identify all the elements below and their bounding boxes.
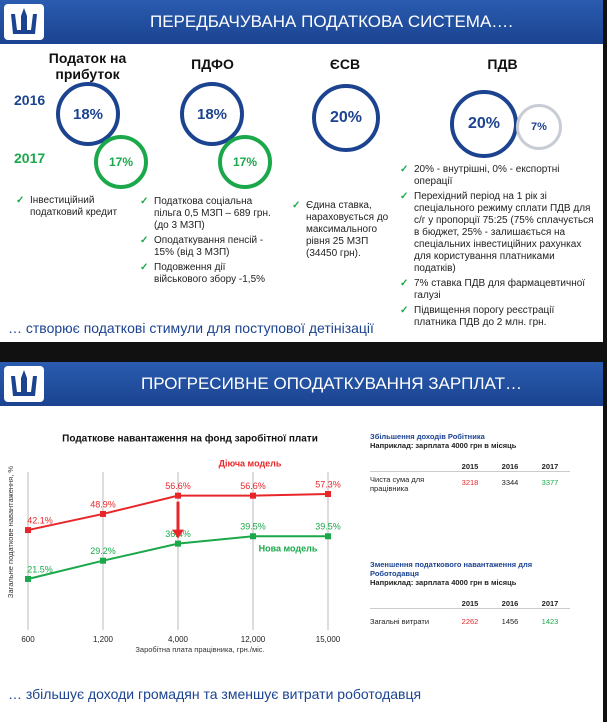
rate-circle: 20% (450, 90, 518, 158)
value-label: 57.3% (315, 479, 341, 489)
bullet: Перехідний період на 1 рік зі спеціально… (400, 191, 595, 275)
marker (25, 527, 31, 534)
bullet: Інвестиційний податковий кредит (16, 195, 136, 219)
header-cell: 2015 (461, 599, 479, 608)
value-label: 48.9% (90, 499, 116, 509)
rate-circle: 18% (180, 82, 244, 146)
header: ПЕРЕДБАЧУВАНА ПОДАТКОВА СИСТЕМА…. (0, 0, 603, 44)
header: ПРОГРЕСИВНЕ ОПОДАТКУВАННЯ ЗАРПЛАТ… (0, 362, 603, 406)
value-label: 29.2% (90, 546, 116, 556)
rate: 17% (232, 155, 258, 169)
value-label: 56.6% (240, 481, 266, 491)
cell: 3344 (501, 478, 519, 487)
marker (250, 533, 256, 540)
bullet: 7% ставка ПДВ для фармацевтичної галузі (400, 278, 595, 302)
value-label: 42.1% (27, 515, 53, 525)
rate-circle: 17% (94, 135, 148, 189)
x-tick-label: 1,200 (93, 635, 114, 644)
bullet-list: Єдина ставка, нараховується до максималь… (292, 200, 392, 263)
header-cell: 2017 (541, 599, 559, 608)
marker (175, 492, 181, 499)
header-cell: 2015 (461, 462, 479, 471)
slide: ПЕРЕДБАЧУВАНА ПОДАТКОВА СИСТЕМА…. Подато… (0, 0, 603, 342)
header-cell: 2016 (501, 599, 519, 608)
marker (25, 575, 31, 582)
bullet: Підвищення порогу реєстрації платника ПД… (400, 305, 595, 329)
bullet: Податкова соціальна пільга 0,5 МЗП – 689… (140, 196, 278, 232)
row-label: Загальні витрати (370, 617, 430, 626)
marker (100, 557, 106, 564)
rate: 7% (531, 121, 547, 133)
rate-circle: 17% (218, 135, 272, 189)
rate-circle: 20% (312, 84, 380, 152)
rate-circle: 18% (56, 82, 120, 146)
bullet: Єдина ставка, нараховується до максималь… (292, 200, 392, 260)
x-tick-label: 12,000 (241, 635, 266, 644)
marker (325, 533, 331, 540)
column-header: ПДВ (487, 56, 518, 72)
chart: Податкове навантаження на фонд заробітно… (6, 433, 341, 654)
rate: 20% (329, 109, 363, 126)
marker (100, 510, 106, 517)
bullet-list: Інвестиційний податковий кредит (16, 195, 136, 222)
cell: 1456 (501, 617, 519, 626)
x-tick-label: 4,000 (168, 635, 189, 644)
x-axis-label: Заробітна плата працівника, грн./міс. (135, 645, 264, 654)
slide-footer: … створює податкові стимули для поступов… (8, 320, 374, 336)
table: 2015 2016 2017 Чиста сума для працівника 32… (370, 462, 570, 493)
y-axis-label: Загальне податкове навантаження, % (6, 466, 15, 598)
legend-entry: Діюча модель (219, 458, 282, 468)
header-cell: 2016 (501, 462, 519, 471)
value-label: 21.5% (27, 564, 53, 574)
marker (250, 492, 256, 499)
slide-footer: … збільшує доходи громадян та зменшує ви… (8, 686, 422, 702)
row-label: Чиста сума для працівника (370, 475, 425, 493)
cell: 1423 (541, 617, 559, 626)
rate-circle: 7% (516, 104, 562, 150)
table-block: Збільшення доходів Робітника Наприклад: … (370, 432, 570, 493)
table: 2015 2016 2017 Загальні витрати 2262 1456 142… (370, 599, 570, 626)
logo (4, 366, 44, 402)
slide: ПРОГРЕСИВНЕ ОПОДАТКУВАННЯ ЗАРПЛАТ… Подат… (0, 362, 603, 722)
value-label: 39.5% (315, 522, 341, 532)
logo (4, 4, 44, 40)
trident (11, 370, 37, 396)
column-header: Податок на прибуток (48, 50, 127, 82)
bullet-list: 20% - внутрішні, 0% - експортні операції… (400, 164, 595, 332)
cell: 3377 (541, 478, 559, 487)
table-title: Збільшення доходів Робітника (370, 432, 485, 441)
bullet: Оподаткування пенсій - 15% (від 3 МЗП) (140, 235, 278, 259)
x-tick-label: 15,000 (316, 635, 341, 644)
table-subtitle: Наприклад: зарплата 4000 грн в місяць (370, 578, 517, 587)
column-header: ПДФО (191, 56, 234, 72)
rate: 18% (72, 105, 104, 123)
slide-title: ПРОГРЕСИВНЕ ОПОДАТКУВАННЯ ЗАРПЛАТ… (141, 374, 522, 393)
slide-title: ПЕРЕДБАЧУВАНА ПОДАТКОВА СИСТЕМА…. (149, 12, 514, 31)
bullet: 20% - внутрішні, 0% - експортні операції (400, 164, 595, 188)
x-tick-label: 600 (21, 635, 35, 644)
value-label: 56.6% (165, 481, 191, 491)
cell: 2262 (461, 617, 479, 626)
chart-title: Податкове навантаження на фонд заробітно… (62, 433, 318, 445)
bullet: Подовження дії військового збору -1,5% (140, 262, 278, 286)
year-label: 2017 (14, 150, 46, 166)
value-label: 39.5% (240, 522, 266, 532)
rate: 17% (108, 155, 134, 169)
cell: 3218 (461, 478, 479, 487)
table-block: Зменшення податкового навантаження для Р… (370, 560, 570, 626)
rate: 18% (196, 105, 228, 123)
table-subtitle: Наприклад: зарплата 4000 грн в місяць (370, 441, 517, 450)
bullet-list: Податкова соціальна пільга 0,5 МЗП – 689… (140, 196, 278, 289)
rate: 20% (467, 115, 501, 132)
trident (11, 8, 37, 34)
arrow-head (172, 529, 184, 539)
marker (175, 540, 181, 547)
legend-entry: Нова модель (259, 543, 318, 553)
column-header: ЄСВ (329, 56, 361, 72)
header-cell: 2017 (541, 462, 559, 471)
year-label: 2016 (14, 92, 46, 108)
marker (325, 491, 331, 498)
table-title: Зменшення податкового навантаження для Р… (370, 560, 533, 578)
